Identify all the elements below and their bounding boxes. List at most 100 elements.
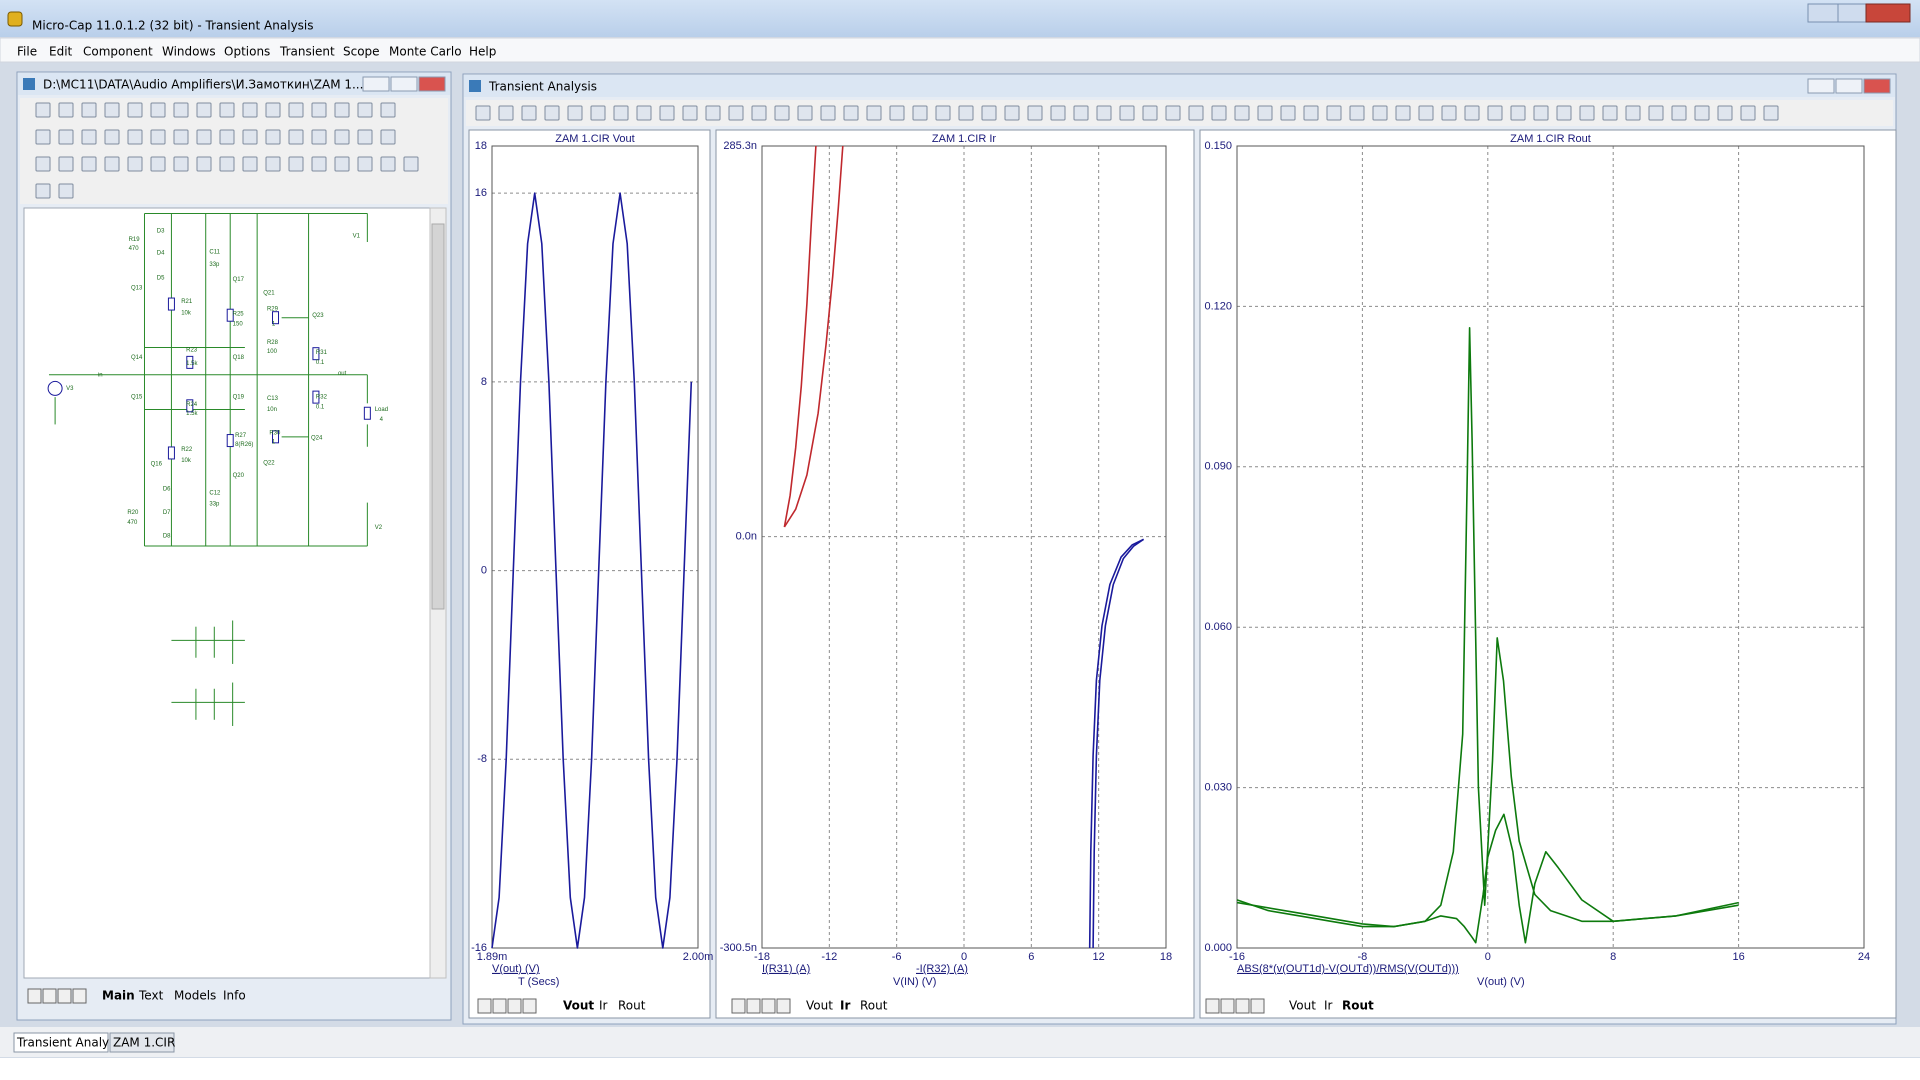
toolbar-button[interactable] [265,156,281,172]
tab[interactable]: Models [174,989,216,1003]
tab[interactable]: Rout [618,999,646,1013]
toolbar-button[interactable] [196,102,212,118]
legend-entry[interactable]: -I(R32) (A) [916,963,968,975]
toolbar-button[interactable] [1326,105,1342,121]
legend-entry[interactable]: I(R31) (A) [762,963,810,975]
close-button[interactable] [1865,3,1911,23]
maximize-button[interactable] [1835,78,1863,94]
tab-nav-button[interactable] [492,998,507,1014]
toolbar-button[interactable] [265,129,281,145]
tab-nav-button[interactable] [761,998,776,1014]
toolbar-button[interactable] [1096,105,1112,121]
toolbar-button[interactable] [1188,105,1204,121]
toolbar-button[interactable] [242,102,258,118]
toolbar-button[interactable] [288,156,304,172]
toolbar-button[interactable] [219,156,235,172]
toolbar-button[interactable] [173,129,189,145]
toolbar-button[interactable] [1763,105,1779,121]
tab[interactable]: Vout [563,999,594,1013]
toolbar-button[interactable] [104,129,120,145]
toolbar-button[interactable] [357,156,373,172]
toolbar-button[interactable] [728,105,744,121]
minimize-button[interactable] [362,76,390,92]
toolbar-button[interactable] [1694,105,1710,121]
toolbar-button[interactable] [127,102,143,118]
menu-item[interactable]: Options [224,45,270,59]
toolbar-button[interactable] [127,129,143,145]
toolbar-button[interactable] [196,129,212,145]
tab[interactable]: Ir [840,999,850,1013]
scrollbar-thumb[interactable] [431,223,445,610]
toolbar-button[interactable] [219,102,235,118]
tab-nav-button[interactable] [72,988,87,1004]
toolbar-button[interactable] [403,156,419,172]
tab[interactable]: Vout [1289,999,1316,1013]
toolbar-button[interactable] [567,105,583,121]
toolbar-button[interactable] [1050,105,1066,121]
tab-nav-button[interactable] [1250,998,1265,1014]
toolbar-button[interactable] [1349,105,1365,121]
toolbar-button[interactable] [981,105,997,121]
toolbar-button[interactable] [1464,105,1480,121]
menu-item[interactable]: Component [83,45,153,59]
toolbar-button[interactable] [311,156,327,172]
menu-item[interactable]: Transient [279,45,335,59]
toolbar-button[interactable] [1211,105,1227,121]
minimize-button[interactable] [1807,3,1839,23]
toolbar-button[interactable] [334,102,350,118]
toolbar-button[interactable] [35,129,51,145]
toolbar-button[interactable] [150,156,166,172]
toolbar-button[interactable] [544,105,560,121]
toolbar-button[interactable] [636,105,652,121]
toolbar-button[interactable] [58,129,74,145]
toolbar-button[interactable] [357,129,373,145]
toolbar-button[interactable] [196,156,212,172]
toolbar-button[interactable] [912,105,928,121]
toolbar-button[interactable] [1487,105,1503,121]
tab[interactable]: Text [138,989,164,1003]
toolbar-button[interactable] [380,102,396,118]
toolbar-button[interactable] [1717,105,1733,121]
toolbar-button[interactable] [1257,105,1273,121]
maximize-button[interactable] [1837,3,1867,23]
close-button[interactable] [1863,78,1891,94]
toolbar-button[interactable] [104,156,120,172]
toolbar-button[interactable] [1027,105,1043,121]
tab-nav-button[interactable] [776,998,791,1014]
toolbar-button[interactable] [380,156,396,172]
toolbar-button[interactable] [1372,105,1388,121]
toolbar-button[interactable] [1119,105,1135,121]
toolbar-button[interactable] [475,105,491,121]
toolbar-button[interactable] [1625,105,1641,121]
menu-item[interactable]: Monte Carlo [389,45,462,59]
toolbar-button[interactable] [1165,105,1181,121]
toolbar-button[interactable] [58,102,74,118]
toolbar-button[interactable] [751,105,767,121]
toolbar-button[interactable] [1441,105,1457,121]
bottom-tab-box[interactable] [109,1032,175,1053]
toolbar-button[interactable] [1510,105,1526,121]
toolbar-button[interactable] [843,105,859,121]
toolbar-button[interactable] [498,105,514,121]
toolbar-button[interactable] [104,102,120,118]
menu-item[interactable]: Scope [343,45,380,59]
toolbar-button[interactable] [150,102,166,118]
toolbar-button[interactable] [1234,105,1250,121]
toolbar-button[interactable] [774,105,790,121]
tab-nav-button[interactable] [27,988,42,1004]
toolbar-button[interactable] [1303,105,1319,121]
bottom-tab-box[interactable] [13,1032,109,1053]
toolbar-button[interactable] [173,156,189,172]
toolbar-button[interactable] [35,183,51,199]
toolbar-button[interactable] [219,129,235,145]
toolbar-button[interactable] [659,105,675,121]
toolbar-button[interactable] [311,102,327,118]
toolbar-button[interactable] [288,102,304,118]
toolbar-button[interactable] [1280,105,1296,121]
tab[interactable]: Ir [1324,999,1333,1013]
tab-nav-button[interactable] [746,998,761,1014]
tab[interactable]: Vout [806,999,833,1013]
tab-nav-button[interactable] [57,988,72,1004]
close-button[interactable] [418,76,446,92]
minimize-button[interactable] [1807,78,1835,94]
